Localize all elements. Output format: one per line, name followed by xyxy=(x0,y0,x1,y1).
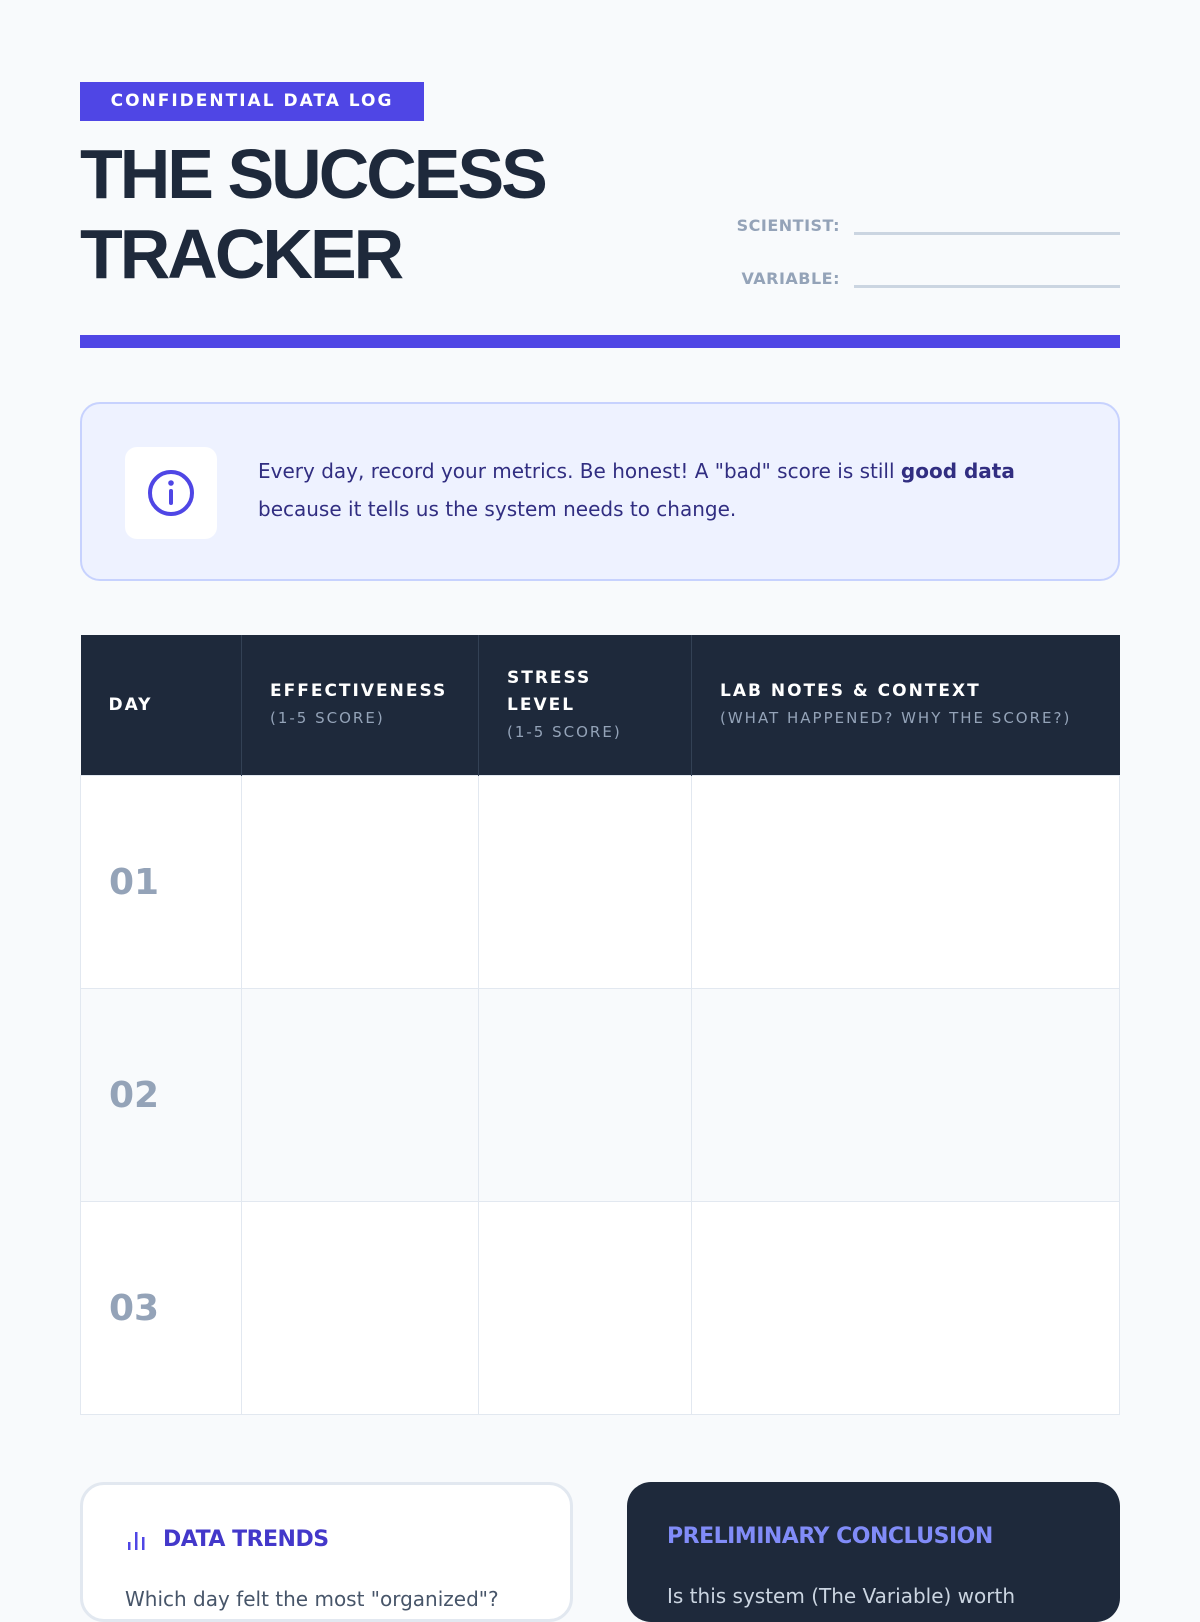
effectiveness-cell[interactable] xyxy=(241,775,479,989)
variable-field[interactable]: VARIABLE: xyxy=(741,263,1120,288)
scientist-label: SCIENTIST: xyxy=(736,216,840,235)
notes-cell[interactable] xyxy=(691,775,1120,989)
column-header-effectiveness: EFFECTIVENESS (1-5 SCORE) xyxy=(241,635,479,776)
day-number: 02 xyxy=(80,988,242,1202)
conclusion-question: Is this system (The Variable) worth xyxy=(667,1584,1016,1608)
day-number: 01 xyxy=(80,775,242,989)
stress-cell[interactable] xyxy=(478,775,692,989)
title-line-2: TRACKER xyxy=(80,215,404,293)
bar-chart-icon xyxy=(128,1531,145,1550)
stress-cell[interactable] xyxy=(478,1201,692,1415)
info-callout: Every day, record your metrics. Be hones… xyxy=(80,402,1120,581)
column-header-notes: LAB NOTES & CONTEXT (WHAT HAPPENED? WHY T… xyxy=(691,635,1120,776)
notes-cell[interactable] xyxy=(691,988,1120,1202)
column-header-day: DAY xyxy=(80,635,242,776)
table-row: 01 xyxy=(80,775,1120,989)
tracker-table: DAY EFFECTIVENESS (1-5 SCORE) STRESS LEVE… xyxy=(80,635,1120,1415)
confidential-badge: CONFIDENTIAL DATA LOG xyxy=(80,82,424,121)
page-title: THE SUCCESS TRACKER xyxy=(80,134,548,294)
info-icon xyxy=(125,447,217,539)
data-trends-title: DATA TRENDS xyxy=(125,1527,329,1552)
variable-input-line[interactable] xyxy=(854,263,1120,288)
day-number: 03 xyxy=(80,1201,242,1415)
scientist-field[interactable]: SCIENTIST: xyxy=(737,210,1120,235)
data-trends-card: DATA TRENDS Which day felt the most "org… xyxy=(80,1482,573,1622)
divider-bar xyxy=(80,335,1120,348)
conclusion-title: PRELIMINARY CONCLUSION xyxy=(667,1524,993,1549)
scientist-input-line[interactable] xyxy=(854,210,1120,235)
info-text: Every day, record your metrics. Be hones… xyxy=(258,459,1015,521)
effectiveness-cell[interactable] xyxy=(241,988,479,1202)
data-trends-question: Which day felt the most "organized"? xyxy=(125,1587,499,1611)
variable-label: VARIABLE: xyxy=(741,269,840,288)
effectiveness-cell[interactable] xyxy=(241,1201,479,1415)
column-header-stress: STRESS LEVEL (1-5 SCORE) xyxy=(478,635,692,776)
table-row: 02 xyxy=(80,988,1120,1202)
notes-cell[interactable] xyxy=(691,1201,1120,1415)
conclusion-card: PRELIMINARY CONCLUSION Is this system (T… xyxy=(627,1482,1120,1622)
table-row: 03 xyxy=(80,1201,1120,1415)
stress-cell[interactable] xyxy=(478,988,692,1202)
title-line-1: THE SUCCESS xyxy=(80,135,548,213)
